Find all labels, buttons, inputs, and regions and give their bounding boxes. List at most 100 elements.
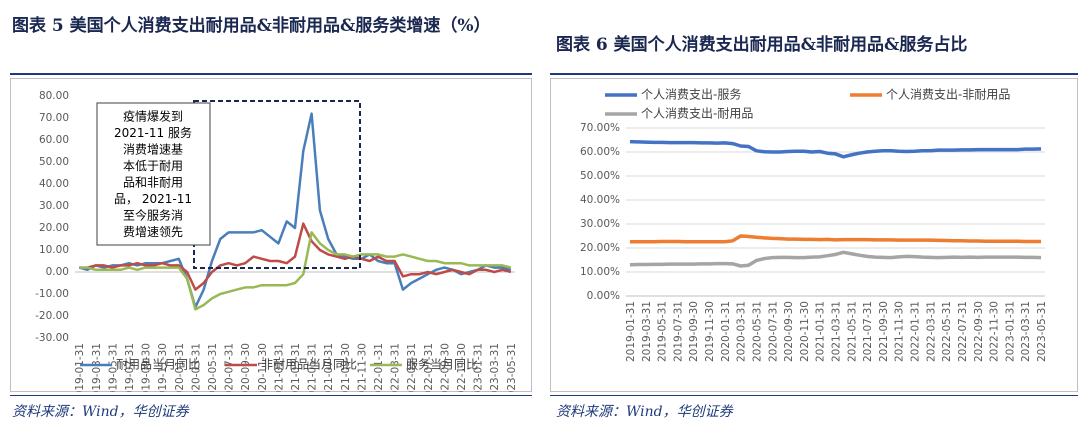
x-tick-label: 2020-01-31 [720,301,732,362]
series-line [629,250,1042,268]
chart-frame [10,78,532,392]
y-tick-label: 70.00 [39,112,69,124]
x-tick-label: 2021-01-31 [273,343,285,392]
y-tick-label: 60.00 [39,134,69,146]
title-rule [550,73,1078,75]
annotation-box [96,102,211,246]
x-tick-label: 2022-07-31 [957,301,969,362]
y-tick-label: 70.00% [580,122,620,134]
x-tick-label: 2019-09-30 [688,301,700,362]
x-tick-label: 2022-01-31 [373,343,385,392]
x-tick-label: 2020-03-31 [190,343,202,392]
x-tick-label: 2019-11-30 [157,343,169,392]
x-tick-label: 2019-03-31 [91,343,103,392]
source-rule [10,395,532,396]
x-tick-label: 2021-11-30 [356,343,368,392]
source: 资料来源：Wind，华创证券 [12,404,189,420]
x-tick-label: 2022-01-31 [910,301,922,362]
y-tick-label: 20.00% [580,242,620,254]
title-rule [10,73,532,75]
y-tick-label: -10.00 [35,288,69,300]
legend-label: 非耐用品当月同比 [261,358,357,372]
x-tick-label: 2019-01-31 [74,343,86,392]
x-tick-label: 2020-07-31 [767,301,779,362]
highlight-box [193,100,361,269]
legend-label: 个人消费支出-耐用品 [641,107,753,121]
series-line [629,139,1042,159]
x-tick-label: 2022-09-30 [973,301,985,362]
x-tick-label: 2022-11-30 [989,301,1001,362]
y-tick-label: 30.00% [580,218,620,230]
annotation-text: 费增速领先 [123,225,183,239]
annotation-text: 本低于耐用 [123,159,183,173]
x-tick-label: 2023-03-31 [489,343,501,392]
x-tick-label: 2021-03-31 [290,343,302,392]
source-rule [550,395,1078,396]
x-tick-label: 2019-09-30 [141,343,153,392]
x-tick-label: 2020-09-30 [783,301,795,362]
annotation-text: 疫情爆发到 [123,109,183,124]
y-tick-label: 50.00% [580,170,620,182]
annotation-text: 2021-11 服务 [114,125,192,140]
x-tick-label: 2019-05-31 [657,301,669,362]
chart-frame [550,78,1078,392]
y-tick-label: 40.00 [39,178,69,190]
y-tick-label: -20.00 [35,310,69,322]
y-tick-label: 60.00% [580,146,620,158]
x-tick-label: 2020-11-30 [257,343,269,392]
x-tick-label: 2021-03-31 [831,301,843,362]
series-line [629,234,1042,244]
x-tick-label: 2020-07-31 [224,343,236,392]
x-tick-label: 2022-05-31 [941,301,953,362]
chart-title: 图表 5 美国个人消费支出耐用品&非耐用品&服务类增速（%） [12,16,491,36]
chart: -30.00 -20.00 -10.00 0.00 10.00 20.00 30.00 40.… [10,78,532,392]
x-tick-label: 2019-11-30 [704,301,716,362]
x-tick-label: 2019-01-31 [625,301,637,362]
annotation-text: 品， 2021-11 [114,192,192,206]
x-tick-label: 2023-03-31 [1020,301,1032,362]
legend-label: 个人消费支出-服务 [641,87,741,102]
y-tick-label: 80.00 [39,90,69,102]
x-tick-label: 2023-05-31 [506,343,518,392]
x-tick-label: 2020-11-30 [799,301,811,362]
y-tick-label: 10.00% [580,266,620,278]
x-tick-label: 2019-05-31 [107,343,119,392]
annotation-text: 至今服务消 [123,208,183,223]
y-tick-label: 30.00 [39,200,69,212]
x-tick-label: 2022-03-31 [390,343,402,392]
y-tick-label: 40.00% [580,194,620,206]
x-tick-label: 2020-05-31 [207,343,219,392]
y-tick-label: 0.00 [46,266,69,278]
x-tick-label: 2021-09-30 [878,301,890,362]
x-tick-label: 2019-07-31 [672,301,684,362]
legend-label: 个人消费支出-非耐用品 [886,88,1010,102]
annotation-text: 品和非耐用 [123,176,183,190]
legend-label: 耐用品当月同比 [116,358,200,372]
y-tick-label: 10.00 [39,244,69,256]
x-tick-label: 2023-01-31 [1004,301,1016,362]
x-tick-label: 2022-03-31 [925,301,937,362]
x-tick-label: 2021-05-31 [307,343,319,392]
x-tick-label: 2021-11-30 [894,301,906,362]
series-line [78,112,512,309]
legend-label: 服务当月同比 [406,357,478,372]
x-tick-label: 2020-09-30 [240,343,252,392]
x-tick-label: 2021-07-31 [862,301,874,362]
x-tick-label: 2021-09-30 [340,343,352,392]
x-tick-label: 2021-07-31 [323,343,335,392]
x-tick-label: 2022-07-31 [423,343,435,392]
y-tick-label: 50.00 [39,156,69,168]
x-tick-label: 2023-01-31 [473,343,485,392]
x-tick-label: 2022-11-30 [456,343,468,392]
x-tick-label: 2019-07-31 [124,343,136,392]
x-tick-label: 2022-09-30 [439,343,451,392]
series-line [79,231,512,311]
x-tick-label: 2021-05-31 [846,301,858,362]
y-tick-label: 20.00 [39,222,69,234]
source: 资料来源：Wind，华创证券 [556,404,733,420]
x-tick-label: 2020-01-31 [174,343,186,392]
x-tick-label: 2021-01-31 [815,301,827,362]
x-tick-label: 2019-03-31 [641,301,653,362]
annotation-text: 消费增速基 [123,143,183,157]
